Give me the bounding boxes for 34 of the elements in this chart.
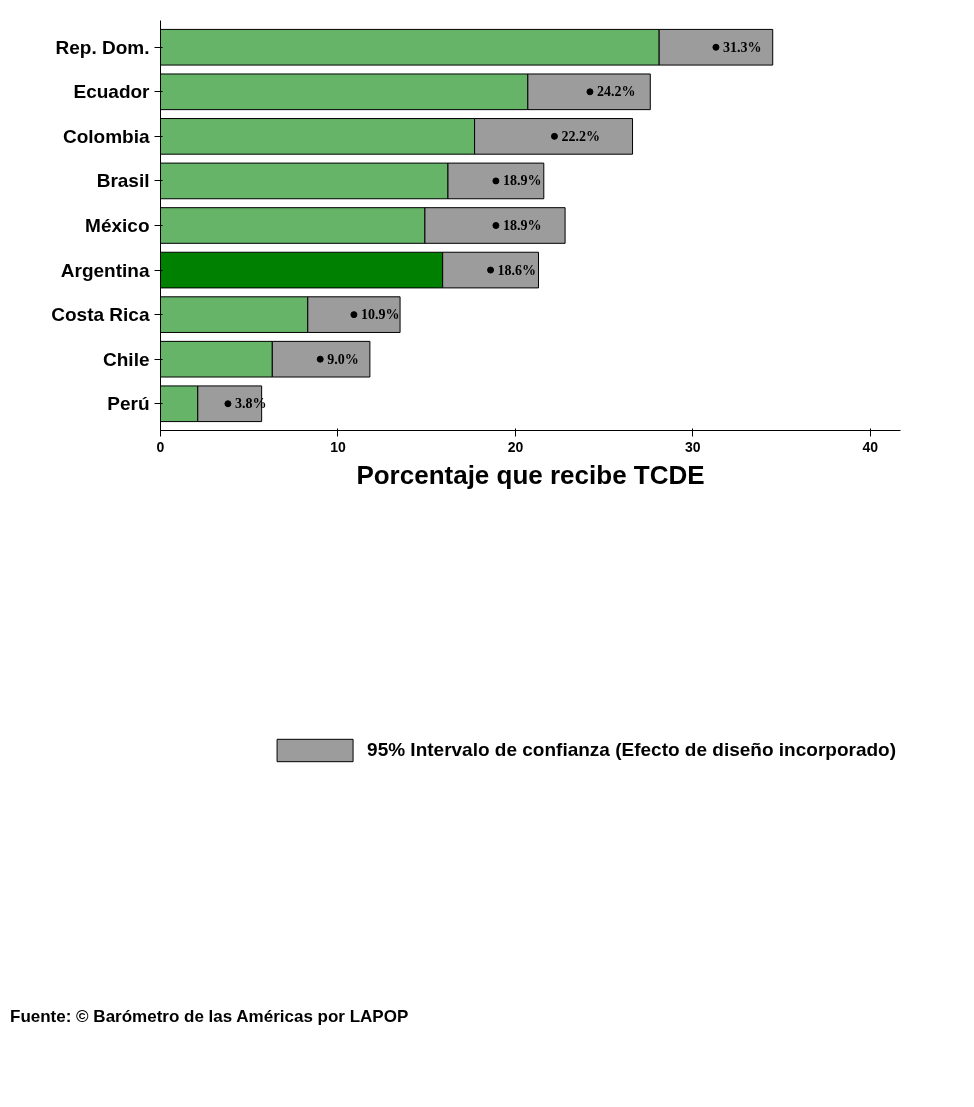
x-tick-label: 0 <box>156 438 165 455</box>
x-axis-title: Porcentaje que recibe TCDE <box>356 459 705 490</box>
point <box>586 88 594 96</box>
data-label: 18.9% <box>502 218 542 233</box>
point <box>550 132 558 140</box>
point <box>316 355 324 363</box>
data-label: 22.2% <box>561 128 600 144</box>
y-tick-label: Brasil <box>96 170 150 192</box>
data-label: 18.6% <box>497 262 537 278</box>
data-label: 18.9% <box>502 173 542 189</box>
x-tick-label: 10 <box>330 438 346 455</box>
point <box>492 222 500 229</box>
x-tick-label: 20 <box>507 438 524 455</box>
x-tick-label: 40 <box>862 438 879 455</box>
data-label: 9.0% <box>327 351 359 367</box>
point <box>350 311 358 319</box>
y-tick-label: Ecuador <box>73 81 151 103</box>
x-tick-label: 30 <box>685 438 701 455</box>
data-label: 31.3% <box>722 39 762 55</box>
source-note: Fuente: © Barómetro de las Américas por LAPOP <box>10 1006 409 1028</box>
y-tick-label: Perú <box>107 393 150 415</box>
point <box>487 266 495 274</box>
y-tick-label: México <box>85 215 150 236</box>
y-tick-label: Rep. Dom. <box>55 36 150 58</box>
point <box>224 400 232 408</box>
y-tick-label: Chile <box>103 348 150 370</box>
y-tick-label: Argentina <box>60 259 150 281</box>
point <box>492 177 500 185</box>
y-tick-label: Costa Rica <box>51 304 150 326</box>
point <box>712 43 720 51</box>
y-tick-label: Colombia <box>62 125 150 147</box>
data-label: 24.2% <box>596 84 636 100</box>
data-label: 10.9% <box>360 307 400 323</box>
legend-label: 95% Intervalo de confianza (Efecto de diseño incorporado) <box>367 739 896 761</box>
